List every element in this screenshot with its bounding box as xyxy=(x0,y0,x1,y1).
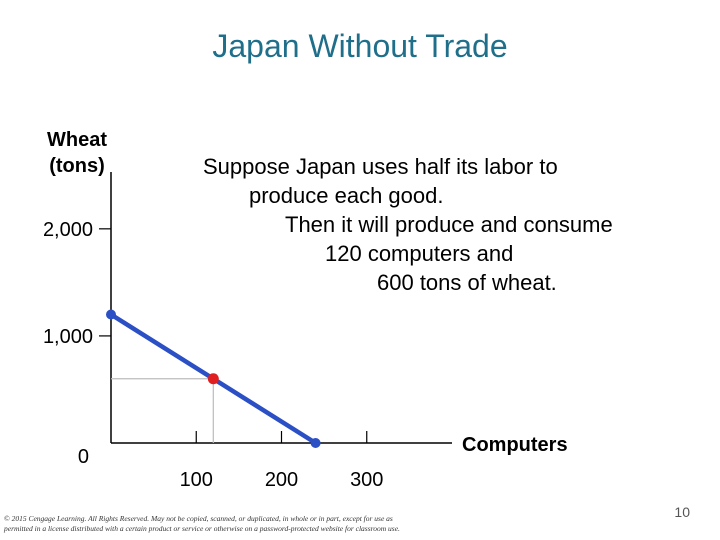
slide-title: Japan Without Trade xyxy=(212,28,508,64)
y-axis-title: Wheat (tons) xyxy=(22,127,132,179)
note-line-4: 120 computers and xyxy=(325,241,514,266)
x-tick-label-0: 100 xyxy=(180,469,213,491)
note-line-3: Then it will produce and consume xyxy=(285,212,613,237)
y-tick-label-1: 1,000 xyxy=(43,326,93,348)
production-point xyxy=(207,373,219,385)
y-axis-title-line-2: (tons) xyxy=(49,155,105,177)
y-tick-label-0: 0 xyxy=(78,446,89,468)
x-axis-title: Computers xyxy=(462,434,568,456)
y-axis-title-line-1: Wheat xyxy=(47,129,107,151)
note-line-5: 600 tons of wheat. xyxy=(377,270,557,295)
y-tick-label-2: 2,000 xyxy=(43,219,93,241)
note-line-1: Suppose Japan uses half its labor to xyxy=(203,154,558,179)
x-tick-label-2: 300 xyxy=(350,469,383,491)
x-tick-label-1: 200 xyxy=(265,469,298,491)
copyright-notice: © 2015 Cengage Learning. All Rights Rese… xyxy=(4,514,444,534)
ppf-endpoint-0 xyxy=(106,309,116,320)
copyright-line-1: © 2015 Cengage Learning. All Rights Rese… xyxy=(4,514,393,523)
scenario-note: Suppose Japan uses half its labor to pro… xyxy=(170,152,710,297)
ppf-endpoint-1 xyxy=(310,438,321,448)
note-line-2: produce each good. xyxy=(249,183,444,208)
page-number: 10 xyxy=(674,504,690,520)
copyright-line-2: permitted in a license distributed with … xyxy=(4,524,400,533)
